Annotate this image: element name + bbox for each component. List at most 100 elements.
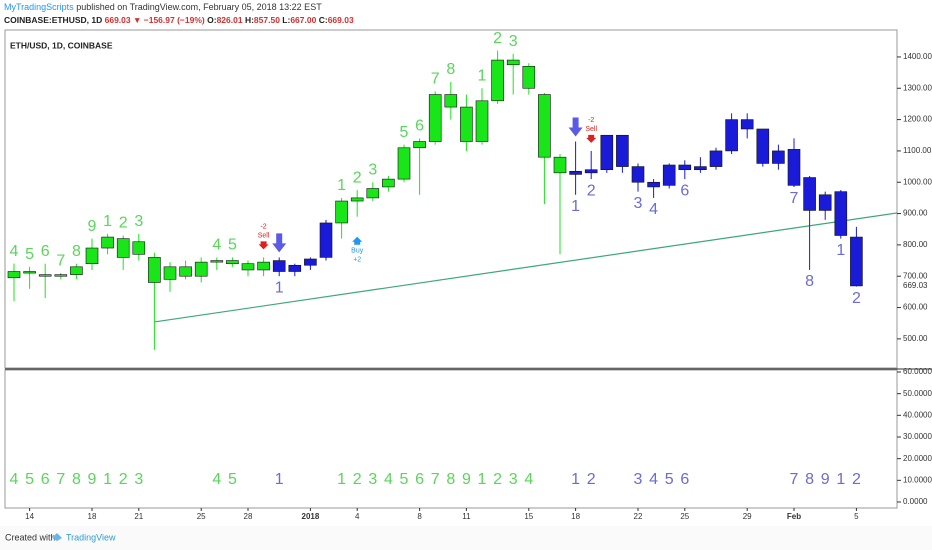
indicator-y-tick-label: 50.0000 [903, 389, 932, 398]
candle-body [350, 197, 364, 202]
count-above: 3 [368, 161, 377, 178]
indicator-count: 3 [134, 471, 143, 488]
symbol: COINBASE:ETHUSD, 1D [4, 15, 102, 25]
count-below: 2 [852, 290, 861, 307]
indicator-count: 5 [25, 471, 34, 488]
author[interactable]: MyTradingScripts [4, 2, 74, 12]
count-above: 6 [41, 243, 50, 260]
candle-body [772, 150, 785, 164]
tv-logo [52, 533, 62, 541]
x-tick-label: 21 [134, 512, 143, 521]
candle-body [272, 260, 286, 272]
indicator-count: 1 [275, 471, 284, 488]
count-above: 9 [88, 218, 97, 235]
count-above: 4 [212, 237, 221, 254]
count-above: 1 [337, 177, 346, 194]
c-label: C: [319, 15, 328, 25]
candle-body [428, 94, 442, 142]
indicator-count: 5 [228, 471, 237, 488]
candle-body [506, 59, 520, 66]
candle-body [631, 166, 645, 183]
candle-body [538, 94, 551, 158]
candle-body [335, 200, 348, 224]
down-arrow [568, 117, 583, 137]
buy-label: Buy [351, 248, 364, 255]
candle-body [366, 188, 380, 199]
count-below: 8 [805, 273, 814, 290]
count-above: 6 [415, 118, 424, 135]
count-above: 8 [446, 61, 455, 78]
indicator-count: 2 [587, 471, 596, 488]
x-tick-label: 5 [854, 512, 859, 521]
indicator-count: 6 [415, 471, 424, 488]
candle-body [756, 128, 770, 164]
candle-body [397, 147, 411, 180]
sell-label: Sell [585, 126, 597, 133]
indicator-count: 1 [337, 471, 346, 488]
y-tick-label: 1300.00 [903, 83, 932, 92]
candle-body [194, 261, 208, 277]
count-below: 6 [680, 182, 689, 199]
y-tick-label: 900.00 [903, 209, 928, 218]
indicator-count: 7 [790, 471, 799, 488]
change: ▼ −156.97 (−19%) [133, 15, 205, 25]
indicator-count: 2 [493, 471, 502, 488]
candle-body [725, 119, 738, 152]
l-value: 667.00 [290, 15, 316, 25]
candle-body [241, 263, 255, 271]
o-label: O: [207, 15, 217, 25]
count-above: 5 [25, 246, 34, 263]
indicator-y-tick-label: 60.0000 [903, 367, 932, 376]
published: published on TradingView.com, February 0… [76, 2, 322, 12]
main-pane [4, 29, 898, 369]
y-tick-label: 500.00 [903, 334, 928, 343]
y-tick-label: 1000.00 [903, 177, 932, 186]
candle-body [288, 264, 302, 272]
indicator-count: 4 [384, 471, 393, 488]
count-below: 1 [836, 242, 845, 259]
indicator-y-tick-label: 20.0000 [903, 454, 932, 463]
indicator-y-tick-label: 0.0000 [903, 497, 928, 506]
h-label: H: [245, 15, 254, 25]
candle-body [179, 266, 192, 277]
count-above: 8 [72, 243, 81, 260]
indicator-count: 8 [805, 471, 814, 488]
candle-body [460, 106, 473, 142]
count-above: 5 [228, 237, 237, 254]
candle-body [23, 271, 36, 274]
candle-body [522, 66, 536, 89]
footer-band [0, 526, 932, 550]
candle-body [148, 257, 161, 283]
candle-body [709, 150, 723, 167]
l-label: L: [282, 15, 290, 25]
buy-value: +2 [353, 257, 361, 264]
candle-body [584, 169, 598, 174]
indicator-count: 4 [212, 471, 221, 488]
last-price-label: 669.03 [903, 281, 928, 290]
candle-body [382, 178, 395, 188]
buy-arrow [352, 236, 363, 245]
symbol-line: COINBASE:ETHUSD, 1D 669.03 ▼ −156.97 (−1… [4, 15, 354, 25]
indicator-count: 2 [119, 471, 128, 488]
count-above: 7 [56, 252, 65, 269]
x-tick-label: 15 [524, 512, 533, 521]
candle-body [101, 236, 114, 249]
indicator-count: 7 [431, 471, 440, 488]
indicator-count: 3 [368, 471, 377, 488]
candle-body [7, 271, 21, 279]
count-above: 3 [509, 33, 518, 50]
candle-body [413, 141, 426, 149]
candle-body [678, 164, 692, 171]
candle-body [616, 134, 629, 167]
sell-label: Sell [258, 232, 270, 239]
candle-body [803, 177, 816, 211]
candle-body [647, 181, 660, 188]
count-above: 3 [134, 213, 143, 230]
indicator-count: 9 [88, 471, 97, 488]
o-value: 826.01 [217, 15, 243, 25]
footer-brand[interactable]: TradingView [66, 532, 116, 542]
x-tick-label: 25 [680, 512, 689, 521]
candle-body [319, 222, 333, 258]
